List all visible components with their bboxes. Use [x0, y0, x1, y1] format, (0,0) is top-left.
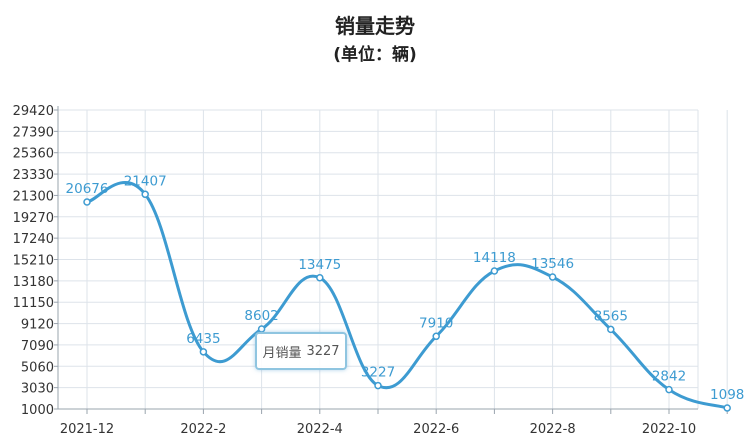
data-label: 8602	[244, 308, 278, 324]
data-label: 13546	[531, 256, 574, 272]
x-tick-label: 2021-12	[60, 422, 114, 437]
x-tick-label: 2022-2	[180, 422, 226, 437]
chart-subtitle: (单位：辆)	[333, 45, 417, 65]
data-label: 6435	[186, 331, 220, 347]
data-label: 1098	[710, 387, 744, 403]
series-line	[86, 180, 728, 410]
y-tick-label: 25360	[13, 147, 54, 162]
data-label: 14118	[473, 250, 516, 266]
y-tick-label: 5060	[21, 360, 54, 375]
y-tick-label: 29420	[13, 104, 54, 119]
data-label: 7910	[419, 315, 453, 331]
data-point	[432, 332, 440, 341]
data-point	[723, 404, 731, 412]
data-point	[83, 198, 91, 206]
y-tick-label: 11150	[13, 296, 54, 311]
x-tick-label: 2022-6	[413, 422, 459, 437]
tooltip-label: 月销量	[262, 345, 302, 361]
y-tick-label: 7090	[21, 339, 54, 354]
data-point	[199, 348, 208, 356]
data-label: 3227	[361, 365, 395, 381]
y-tick-label: 23330	[13, 168, 54, 183]
data-point	[374, 381, 382, 390]
tooltip-value: 3227	[306, 343, 340, 359]
y-tick-label: 27390	[13, 125, 54, 140]
data-point	[665, 385, 673, 394]
y-tick-label: 21300	[13, 189, 54, 204]
data-label: 20676	[66, 181, 109, 197]
data-point	[141, 190, 149, 199]
data-label: 21407	[124, 173, 167, 189]
chart-title: 销量走势	[335, 14, 415, 38]
y-tick-label: 9120	[21, 318, 54, 333]
y-tick-label: 17240	[13, 232, 54, 247]
data-label: 2842	[652, 369, 686, 385]
x-tick-label: 2022-4	[297, 422, 343, 437]
data-label: 13475	[298, 257, 341, 273]
y-tick-label: 3030	[21, 382, 54, 397]
y-tick-label: 1000	[21, 403, 54, 418]
data-point	[548, 273, 557, 281]
y-tick-label: 13180	[13, 275, 54, 290]
x-tick-label: 2022-10	[642, 422, 696, 437]
data-point	[607, 325, 615, 334]
data-tooltip: 月销量 3227	[255, 332, 347, 370]
data-point	[490, 267, 499, 275]
data-label: 8565	[594, 308, 628, 324]
y-tick-label: 19270	[13, 211, 54, 226]
data-point	[316, 274, 324, 282]
x-tick-label: 2022-8	[530, 422, 576, 437]
y-tick-label: 15210	[13, 254, 54, 269]
